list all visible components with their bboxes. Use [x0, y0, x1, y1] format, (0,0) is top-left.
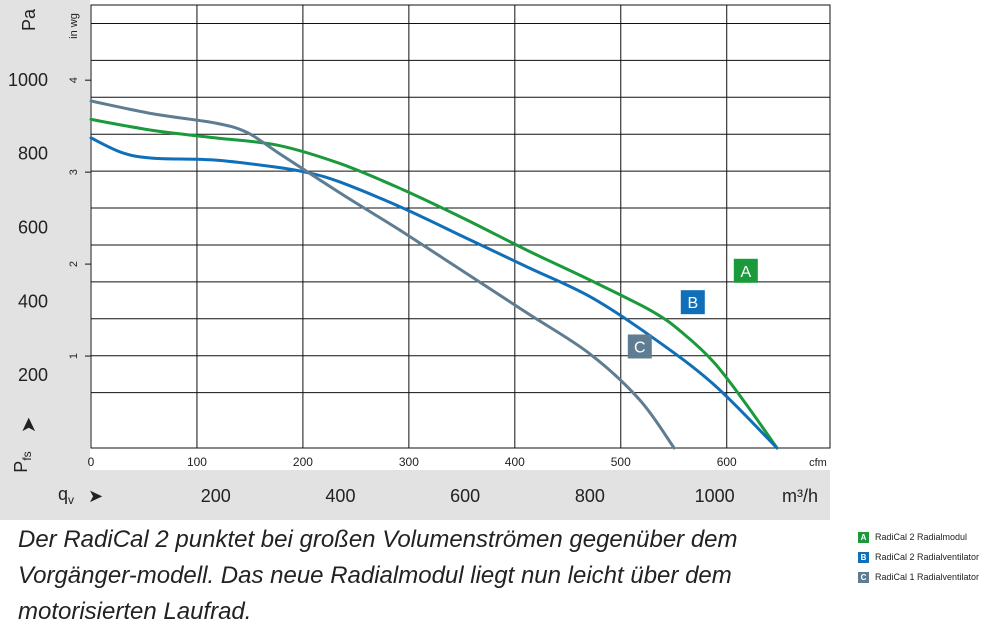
- y2-tick-label: 2: [68, 261, 80, 267]
- x2-tick-label: 400: [505, 455, 525, 469]
- series-badges: A B C: [627, 258, 758, 359]
- plot-area: [91, 5, 830, 448]
- legend-item-a: A RadiCal 2 Radialmodul: [858, 530, 1000, 544]
- x2-unit-label: cfm: [809, 457, 827, 469]
- x2-tick-label: 200: [293, 455, 313, 469]
- y-axis-label: Pfs: [11, 451, 34, 472]
- legend: A RadiCal 2 Radialmodul B RadiCal 2 Radi…: [858, 530, 1000, 590]
- series-line-a: [89, 117, 779, 450]
- y2-tick-label: 3: [68, 169, 80, 175]
- legend-badge-b: B: [858, 551, 869, 563]
- y-unit-label: Pa: [19, 8, 39, 31]
- series-line-c: [89, 99, 676, 450]
- legend-badge-c: C: [858, 571, 869, 583]
- x2-tick-label: 0: [88, 455, 95, 469]
- legend-label-b: RadiCal 2 Radialventilator: [875, 552, 980, 562]
- x2-tick-label: 300: [399, 455, 419, 469]
- tick-labels: 0 100 200 300 400 500 600 200 400 600 800 1000 1 2 3 4 2…: [8, 70, 737, 506]
- fan-curve-chart: 0 100 200 300 400 500 600 200 400 600 800 1000 1 2 3 4 2…: [0, 0, 831, 520]
- x-tick-label: 1000: [695, 486, 735, 506]
- legend-item-c: C RadiCal 1 Radialventilator: [858, 570, 1000, 584]
- series-badge-label-a: A: [740, 264, 751, 281]
- y-tick-label: 600: [18, 218, 48, 238]
- x-tick-label: 600: [450, 486, 480, 506]
- legend-item-b: B RadiCal 2 Radialventilator: [858, 550, 1000, 564]
- legend-label-a: RadiCal 2 Radialmodul: [875, 532, 968, 542]
- caption-text: Der RadiCal 2 punktet bei großen Volumen…: [18, 526, 738, 625]
- y-tick-label: 800: [18, 144, 48, 164]
- y-tick-label: 200: [18, 365, 48, 385]
- series-badge-b: [680, 290, 705, 315]
- x-tick-label: 800: [575, 486, 605, 506]
- x-axis-panel: [0, 470, 830, 520]
- y2-unit-label: in wg: [68, 13, 80, 39]
- series-line-b: [89, 136, 779, 450]
- y-arrow-icon: ➤: [16, 417, 40, 434]
- series-lines: [89, 99, 779, 450]
- y2-tick-label: 4: [68, 77, 80, 83]
- x-tick-label: 200: [201, 486, 231, 506]
- y2-tick-label: 1: [68, 353, 80, 359]
- series-badge-label-b: B: [687, 295, 698, 312]
- x-axis-label: qv: [58, 484, 74, 507]
- plot-border: [90, 4, 831, 449]
- x-tick-label: 400: [325, 486, 355, 506]
- y-tick-label: 400: [18, 291, 48, 311]
- y-axis-panel: [0, 0, 90, 520]
- x-arrow-icon: ➤: [88, 486, 103, 507]
- y-tick-label: 1000: [8, 70, 48, 90]
- x-unit-label: m³/h: [782, 486, 818, 506]
- legend-badge-a: A: [858, 531, 869, 543]
- x2-tick-label: 600: [717, 455, 737, 469]
- series-badge-a: [733, 258, 758, 283]
- series-badge-label-c: C: [634, 339, 646, 356]
- x2-tick-label: 500: [611, 455, 631, 469]
- x2-tick-label: 100: [187, 455, 207, 469]
- grid: [90, 4, 831, 449]
- series-badge-c: [627, 334, 652, 359]
- legend-label-c: RadiCal 1 Radialventilator: [875, 572, 980, 582]
